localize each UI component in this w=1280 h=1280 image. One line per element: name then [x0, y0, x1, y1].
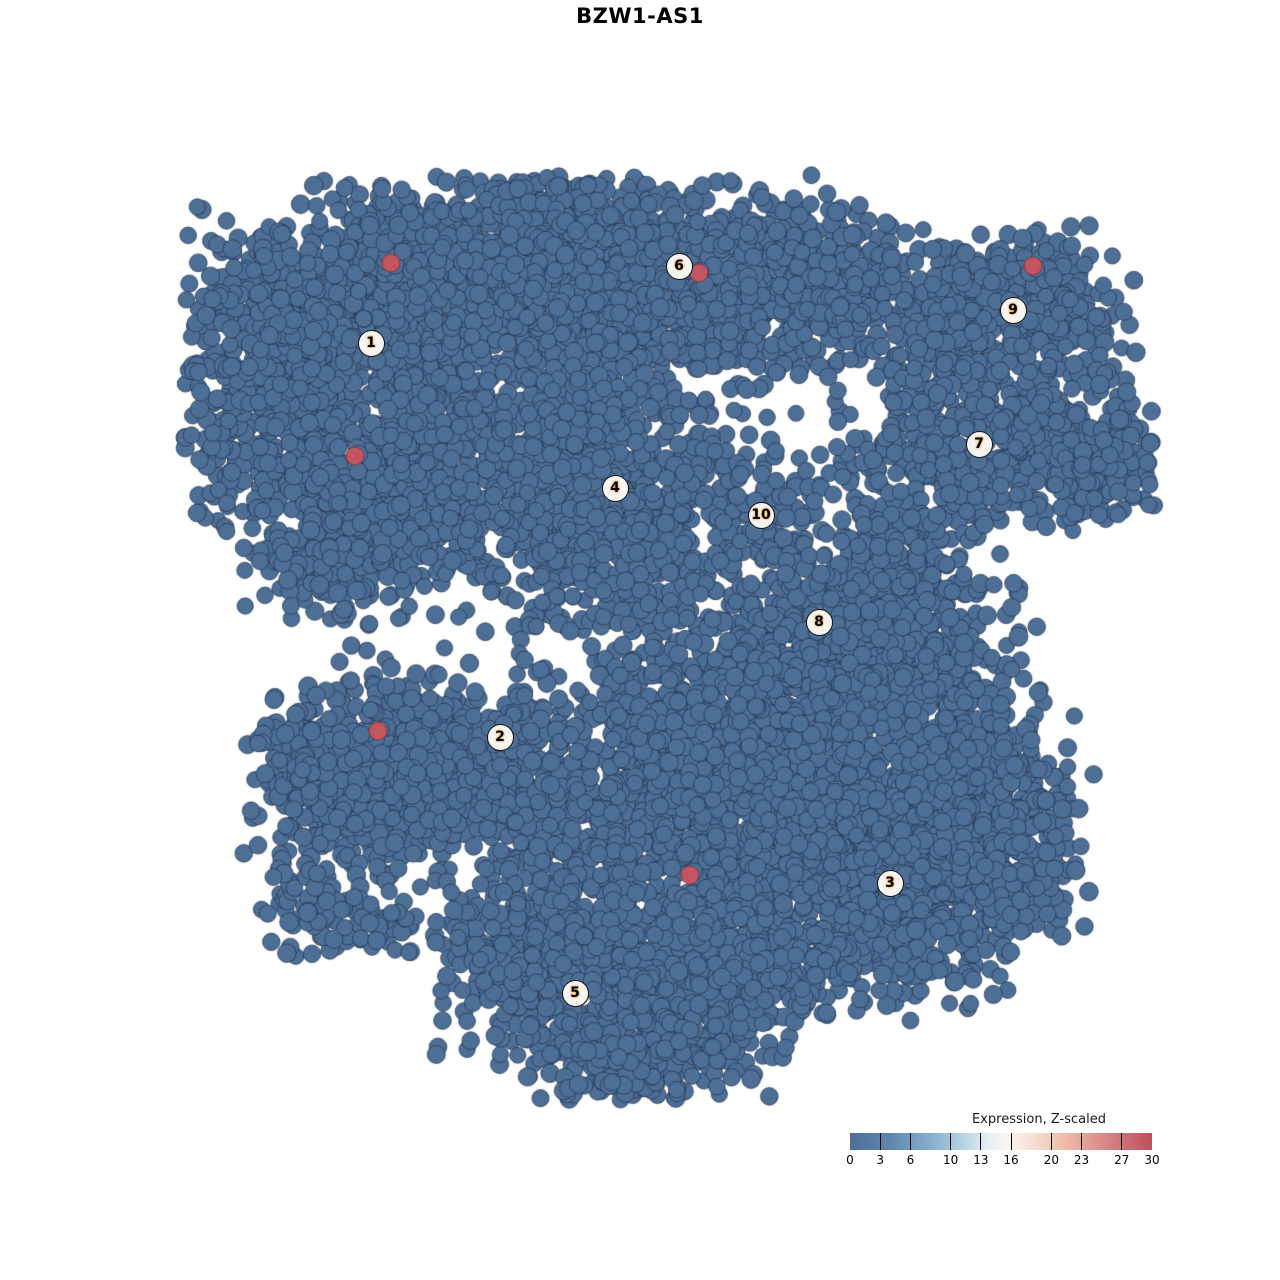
legend-tick-line [1010, 1133, 1012, 1150]
legend-tick-line [1050, 1133, 1052, 1150]
cluster-label-8: 8 [805, 608, 833, 636]
cluster-label-5: 5 [561, 979, 589, 1007]
legend-colorbar [850, 1133, 1152, 1150]
legend-tick-line [909, 1133, 911, 1150]
legend-tick-line [980, 1133, 982, 1150]
legend-title: Expression, Z-scaled [972, 1112, 1106, 1127]
legend-tick-label: 3 [876, 1153, 884, 1167]
cluster-label-10: 10 [747, 501, 775, 529]
legend-tick-line [1121, 1133, 1123, 1150]
expression-legend: Expression, Z-scaled 0 3 6 10 13 16 20 23 27 30 [840, 1112, 1162, 1174]
legend-tick-label: 16 [1003, 1153, 1019, 1167]
cluster-label-2: 2 [486, 723, 514, 751]
legend-tick-label: 6 [906, 1153, 915, 1167]
legend-tick-label: 13 [973, 1153, 989, 1167]
legend-tick-line [1081, 1133, 1083, 1150]
cluster-label-6: 6 [665, 252, 693, 280]
legend-tick-label: 0 [846, 1153, 854, 1167]
legend-tick-label: 27 [1114, 1153, 1130, 1167]
cluster-label-3: 3 [876, 869, 904, 897]
legend-tick-label: 23 [1073, 1153, 1090, 1167]
cluster-label-9: 9 [999, 296, 1027, 324]
legend-tick-line [950, 1133, 952, 1150]
legend-tick-label: 10 [943, 1153, 959, 1167]
cluster-label-7: 7 [965, 430, 993, 458]
legend-tick-label: 30 [1144, 1153, 1160, 1167]
legend-tick-line [879, 1133, 881, 1150]
cluster-label-4: 4 [601, 474, 629, 502]
cluster-label-1: 1 [357, 329, 385, 357]
legend-tick-label: 20 [1043, 1153, 1059, 1167]
